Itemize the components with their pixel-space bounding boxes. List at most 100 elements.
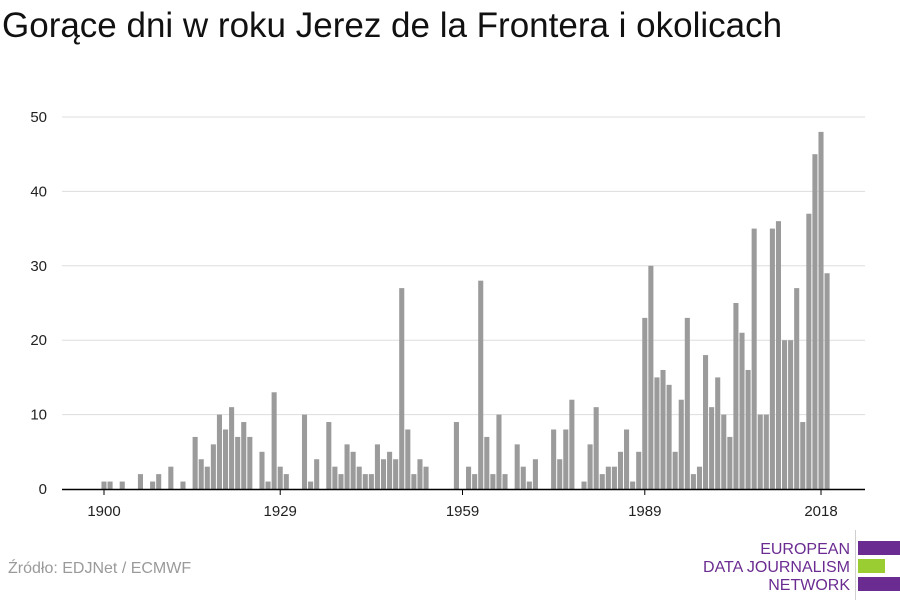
bar <box>216 414 222 489</box>
bar <box>581 481 587 489</box>
bar <box>356 466 362 489</box>
bar <box>696 466 703 489</box>
bar <box>782 340 788 489</box>
logo-bar-green <box>858 559 885 573</box>
bar <box>824 273 830 489</box>
bar <box>551 429 557 489</box>
bar <box>150 481 156 489</box>
bar <box>387 451 393 489</box>
bar <box>101 481 107 489</box>
y-tick-label: 30 <box>30 258 47 275</box>
bar <box>484 436 490 489</box>
bar <box>733 303 739 489</box>
bar <box>794 288 800 489</box>
y-tick-label: 50 <box>30 109 47 126</box>
bar <box>502 474 508 489</box>
bar <box>775 221 782 489</box>
bar <box>763 414 769 489</box>
x-tick-label: 1929 <box>264 503 297 520</box>
bar <box>247 436 253 489</box>
bar <box>599 474 605 489</box>
bars <box>101 131 830 489</box>
bar <box>703 355 709 489</box>
bar <box>222 429 229 489</box>
bar <box>380 459 387 489</box>
bar <box>393 459 399 489</box>
bar <box>137 474 143 489</box>
bar <box>520 466 526 489</box>
bar <box>472 474 478 489</box>
bar <box>496 414 502 489</box>
bar <box>192 436 198 489</box>
logo-line-2: DATA JOURNALISM <box>703 559 850 576</box>
logo-bar-purple-bottom <box>858 577 900 591</box>
bar <box>107 481 113 489</box>
bar <box>198 459 204 489</box>
bar <box>684 317 690 489</box>
bar <box>374 444 380 489</box>
bar <box>617 451 624 489</box>
bar <box>709 407 715 489</box>
x-tick-label: 1989 <box>628 503 661 520</box>
bar <box>235 436 241 489</box>
bar <box>690 474 696 489</box>
bar <box>569 399 575 489</box>
bar <box>727 436 733 489</box>
y-tick-label: 20 <box>30 332 47 349</box>
bar <box>563 429 569 489</box>
bar <box>818 131 824 489</box>
bar <box>314 459 320 489</box>
bar <box>800 422 806 489</box>
bar <box>265 481 271 489</box>
bar <box>769 228 775 489</box>
bar <box>654 377 660 489</box>
bar <box>204 466 210 489</box>
bar <box>806 213 812 489</box>
bar <box>648 265 654 489</box>
bar <box>636 451 642 489</box>
y-tick-label: 40 <box>30 183 47 200</box>
bar <box>587 444 593 489</box>
bar <box>478 280 484 489</box>
x-tick-label: 1900 <box>87 503 120 520</box>
x-tick-label: 2018 <box>804 503 837 520</box>
bar <box>350 451 356 489</box>
bar <box>557 459 563 489</box>
bar <box>745 369 751 489</box>
bar <box>362 474 368 489</box>
bar <box>210 444 216 489</box>
logo-bar-purple-top <box>858 541 900 555</box>
bar <box>660 369 666 489</box>
bar <box>259 451 265 489</box>
page-title: Gorące dni w roku Jerez de la Frontera i… <box>2 6 783 45</box>
bar <box>757 414 763 489</box>
bar <box>514 444 520 489</box>
bar <box>605 466 611 489</box>
bar <box>229 407 235 489</box>
logo-divider <box>855 530 856 600</box>
bar <box>642 317 648 489</box>
y-tick-label: 10 <box>30 407 47 424</box>
bar <box>283 474 289 489</box>
y-axis-ticks: 0 10 20 30 40 50 <box>30 109 47 498</box>
bar <box>399 288 405 489</box>
bar <box>812 154 818 489</box>
bar <box>168 466 174 489</box>
bar <box>678 399 684 489</box>
bar-chart: 1900 1929 1959 1989 2018 0 10 20 30 40 50 <box>30 109 865 520</box>
bar <box>417 459 423 489</box>
bar <box>411 474 417 489</box>
bar <box>423 466 429 489</box>
bar <box>301 414 308 489</box>
bar <box>630 481 636 489</box>
bar <box>526 481 532 489</box>
x-axis-ticks: 1900 1929 1959 1989 2018 <box>87 489 838 520</box>
bar <box>532 459 538 489</box>
bar <box>332 466 338 489</box>
bar <box>715 377 721 489</box>
bar <box>338 474 344 489</box>
bar <box>326 422 332 489</box>
x-tick-label: 1959 <box>446 503 479 520</box>
bar <box>611 466 617 489</box>
bar <box>490 474 496 489</box>
